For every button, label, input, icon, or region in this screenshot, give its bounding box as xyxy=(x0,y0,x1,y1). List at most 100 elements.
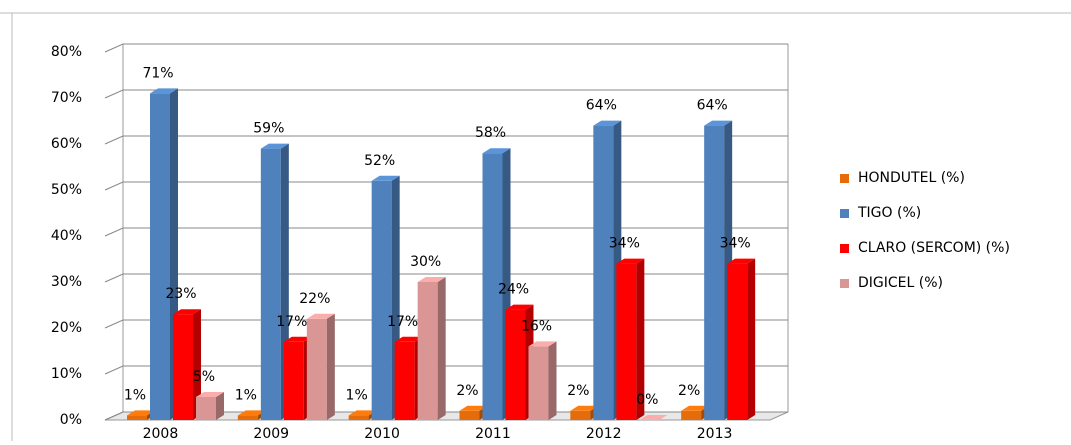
bar-front xyxy=(528,346,549,420)
data-label: 30% xyxy=(410,254,441,270)
bar-front xyxy=(459,410,480,420)
data-label: 5% xyxy=(193,369,215,385)
bar-front xyxy=(283,341,304,420)
legend-label: DIGICEL (%) xyxy=(858,275,943,291)
grid-line xyxy=(104,89,788,99)
data-label: 1% xyxy=(235,387,257,403)
grid-line xyxy=(104,411,788,421)
x-tick-label: 2008 xyxy=(143,426,179,441)
y-tick-label: 50% xyxy=(51,182,82,198)
bar-front xyxy=(306,318,327,420)
bar-top xyxy=(593,120,622,126)
bar-front xyxy=(196,397,216,420)
y-tick-label: 80% xyxy=(51,44,82,60)
bar-top xyxy=(616,258,645,264)
data-label: 34% xyxy=(720,236,751,252)
bar-top xyxy=(306,313,335,319)
bar-side xyxy=(437,277,446,420)
data-label: 2% xyxy=(567,383,589,399)
bar-front xyxy=(727,263,748,420)
legend-swatch xyxy=(840,279,849,288)
bar-top xyxy=(681,405,710,411)
bar-front xyxy=(704,125,725,420)
bar xyxy=(417,277,446,420)
y-tick-label: 0% xyxy=(60,412,82,428)
legend-swatch xyxy=(840,174,849,183)
bar-front xyxy=(127,415,147,420)
bar xyxy=(150,88,178,421)
data-label: 22% xyxy=(299,291,330,307)
bar xyxy=(173,309,201,420)
data-label: 52% xyxy=(364,153,395,169)
bar-top xyxy=(727,258,756,264)
y-tick-label: 70% xyxy=(51,90,82,106)
data-label: 64% xyxy=(697,98,728,114)
bar-front xyxy=(505,309,526,420)
data-label: 16% xyxy=(521,318,552,334)
bar-top xyxy=(505,304,534,310)
data-label: 64% xyxy=(586,98,617,114)
data-label: 2% xyxy=(678,383,700,399)
y-tick-label: 10% xyxy=(51,366,82,382)
bar-top xyxy=(528,341,557,347)
data-label: 17% xyxy=(387,314,418,330)
data-label: 34% xyxy=(609,236,640,252)
bar-top xyxy=(127,410,155,416)
y-tick-label: 20% xyxy=(51,320,82,336)
bar-top xyxy=(173,309,201,315)
grid-line xyxy=(104,43,788,53)
bar-top xyxy=(150,88,178,94)
bar-front xyxy=(681,410,702,420)
bar xyxy=(616,258,645,420)
legend-label: TIGO (%) xyxy=(857,205,921,221)
bar-front xyxy=(570,410,591,420)
bar-front xyxy=(616,263,637,420)
data-label: 17% xyxy=(276,314,307,330)
bar-top xyxy=(704,120,733,126)
y-tick-label: 60% xyxy=(51,136,82,152)
grid-line xyxy=(104,319,788,329)
bar-top xyxy=(348,410,377,416)
bar-top xyxy=(482,148,511,154)
bar xyxy=(727,258,756,420)
bar-front xyxy=(260,148,281,420)
x-tick-label: 2013 xyxy=(697,426,733,441)
data-label: 23% xyxy=(165,286,196,302)
bar-side xyxy=(193,309,201,420)
data-label: 24% xyxy=(498,282,529,298)
bar xyxy=(528,341,557,420)
bar-top xyxy=(260,143,289,149)
bar-front xyxy=(150,93,170,421)
data-label: 59% xyxy=(253,121,284,137)
bar-side xyxy=(636,258,645,420)
y-tick-label: 30% xyxy=(51,274,82,290)
x-tick-label: 2009 xyxy=(253,426,289,441)
x-tick-label: 2012 xyxy=(586,426,622,441)
y-tick-label: 40% xyxy=(51,228,82,244)
bar-front xyxy=(394,341,415,420)
legend-swatch xyxy=(840,209,849,218)
legend-swatch xyxy=(840,244,849,253)
bar-top xyxy=(639,415,668,420)
data-label: 0% xyxy=(636,392,658,408)
bar-side xyxy=(747,258,756,420)
bar-top xyxy=(371,175,400,181)
x-tick-label: 2010 xyxy=(364,426,400,441)
bar-front xyxy=(371,180,392,420)
bar-front xyxy=(237,415,258,420)
bar-top xyxy=(196,392,224,397)
data-label: 58% xyxy=(475,125,506,141)
grid-line xyxy=(104,135,788,145)
grid-line xyxy=(104,273,788,283)
bar-top xyxy=(417,277,446,282)
bar xyxy=(196,392,224,420)
bar-top xyxy=(459,405,488,411)
bar-top xyxy=(237,410,266,416)
bar-top xyxy=(570,405,599,411)
data-label: 1% xyxy=(346,387,368,403)
grid-line xyxy=(104,227,788,237)
data-label: 2% xyxy=(456,383,478,399)
grid-line xyxy=(104,365,788,375)
bar-side xyxy=(548,341,557,420)
